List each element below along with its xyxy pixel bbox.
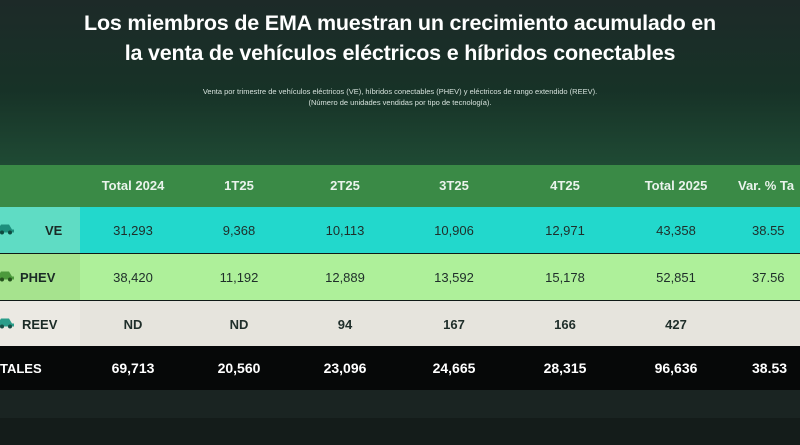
cell-totals-3t25: 24,665 — [432, 360, 476, 376]
cell-reev-4t25: 166 — [554, 316, 576, 332]
subtitle-line-2: (Número de unidades vendidas por tipo de… — [308, 98, 492, 107]
cell-totals-var-pct: 38.53 — [752, 360, 788, 376]
table-row-reev: REEV ND ND 94 167 166 427 — [0, 301, 800, 347]
cell-reev-total-2025: 427 — [665, 316, 687, 332]
cell-ve-total-2024: 31,293 — [113, 222, 153, 238]
row-cells — [80, 207, 800, 253]
row-label-totals: TALES — [0, 360, 42, 376]
cell-totals-total-2025: 96,636 — [654, 360, 698, 376]
column-header-total-2025: Total 2025 — [644, 178, 708, 193]
cell-reev-total-2024: ND — [123, 316, 143, 332]
cell-phev-1t25: 11,192 — [219, 269, 259, 285]
cell-phev-var-pct: 37.56 — [752, 269, 785, 285]
phev-car-icon — [0, 268, 14, 287]
row-cells — [80, 254, 800, 300]
cell-totals-2t25: 23,096 — [323, 360, 367, 376]
reev-car-icon — [0, 315, 14, 334]
cell-reev-2t25: 94 — [337, 316, 353, 332]
table-row-totals: TALES 69,713 20,560 23,096 24,665 28,315… — [0, 346, 800, 390]
row-label-ve: VE — [45, 222, 63, 238]
column-header-var-pct: Var. % Ta — [738, 178, 795, 193]
cell-ve-4t25: 12,971 — [545, 222, 585, 238]
cell-phev-2t25: 12,889 — [325, 269, 365, 285]
column-header-total-2024: Total 2024 — [101, 178, 165, 193]
chart-subtitle: Venta por trimestre de vehículos eléctri… — [0, 86, 800, 108]
table-row-phev: PHEV 38,420 11,192 12,889 13,592 15,178 … — [0, 254, 800, 300]
cell-phev-4t25: 15,178 — [545, 269, 585, 285]
subtitle-line-1: Venta por trimestre de vehículos eléctri… — [202, 87, 598, 96]
ev-car-icon — [0, 221, 14, 240]
cell-totals-1t25: 20,560 — [217, 360, 261, 376]
cell-ve-2t25: 10,113 — [325, 222, 365, 238]
column-header-4t25: 4T25 — [550, 178, 580, 193]
title-line-1: Los miembros de EMA muestran un crecimie… — [84, 11, 716, 35]
title-line-2: la venta de vehículos eléctricos e híbri… — [124, 41, 676, 65]
cell-ve-1t25: 9,368 — [222, 222, 256, 238]
cell-reev-3t25: 167 — [443, 316, 465, 332]
cell-phev-3t25: 13,592 — [434, 269, 474, 285]
cell-ve-var-pct: 38.55 — [752, 222, 785, 238]
header-background — [0, 0, 800, 165]
row-label-phev: PHEV — [20, 269, 56, 285]
column-header-1t25: 1T25 — [224, 178, 254, 193]
table-header-row: Total 2024 1T25 2T25 3T25 4T25 Total 202… — [0, 165, 800, 207]
footer-strip — [0, 418, 800, 445]
table-row-ve: VE 31,293 9,368 10,113 10,906 12,971 43,… — [0, 207, 800, 253]
column-header-2t25: 2T25 — [330, 178, 360, 193]
cell-phev-total-2024: 38,420 — [113, 269, 153, 285]
cell-reev-1t25: ND — [229, 316, 249, 332]
chart-title: Los miembros de EMA muestran un crecimie… — [0, 8, 800, 68]
cell-totals-total-2024: 69,713 — [111, 360, 155, 376]
cell-phev-total-2025: 52,851 — [656, 269, 696, 285]
column-header-3t25: 3T25 — [439, 178, 469, 193]
cell-ve-3t25: 10,906 — [434, 222, 474, 238]
cell-ve-total-2025: 43,358 — [656, 222, 696, 238]
row-cells — [80, 301, 800, 347]
row-label-reev: REEV — [22, 316, 58, 332]
cell-totals-4t25: 28,315 — [543, 360, 587, 376]
